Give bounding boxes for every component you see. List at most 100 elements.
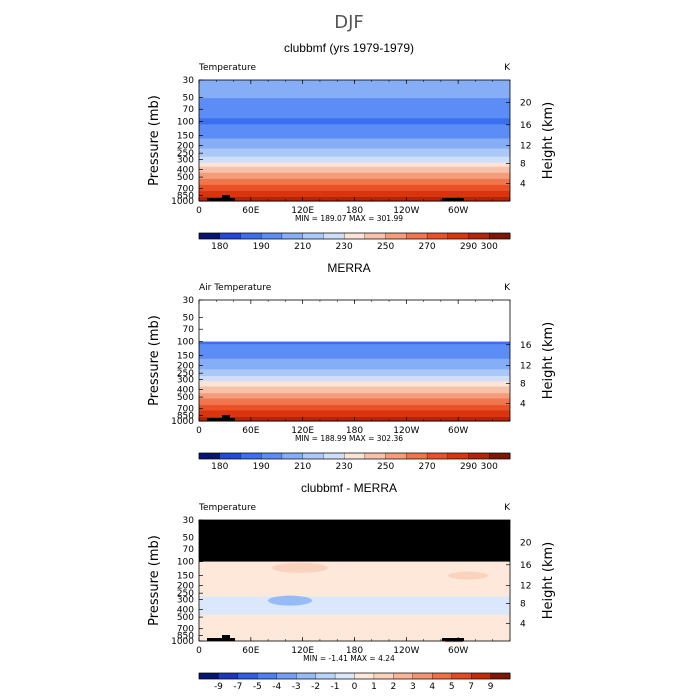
x-tick-label: 120E xyxy=(291,206,314,216)
contour-band xyxy=(199,578,510,582)
y-tick-label: 850 xyxy=(177,191,194,201)
y2-tick-label: 4 xyxy=(520,179,526,189)
contour-band xyxy=(199,592,510,596)
x-tick-label: 180 xyxy=(346,646,363,656)
contour-band xyxy=(199,122,510,125)
colorbar-swatch xyxy=(281,452,304,460)
contour-band xyxy=(199,365,510,368)
contour-band xyxy=(199,373,510,376)
units-label: K xyxy=(504,283,511,293)
contour-band xyxy=(199,407,510,410)
x-tick-label: 180 xyxy=(346,206,363,216)
contour-band xyxy=(199,353,510,356)
colorbar-label: -3 xyxy=(292,682,301,692)
y-tick-label: 700 xyxy=(177,185,194,195)
contour-band xyxy=(199,606,510,610)
colorbar-frame xyxy=(198,452,511,460)
contour-band xyxy=(199,604,510,608)
x-tick-label: 0 xyxy=(196,426,202,436)
contour-band xyxy=(199,164,510,168)
variable-label: Air Temperature xyxy=(199,283,272,293)
y2-tick-label: 8 xyxy=(520,379,526,389)
colorbar-label: 270 xyxy=(418,242,435,252)
y-tick-label: 250 xyxy=(177,369,194,379)
y-tick-label: 300 xyxy=(177,375,194,385)
colorbar-swatch xyxy=(198,232,221,240)
colorbar-swatch xyxy=(432,672,453,680)
contour-band xyxy=(199,620,510,624)
contour-band xyxy=(199,382,510,385)
colorbar-swatch xyxy=(412,672,433,680)
contour-band xyxy=(199,387,510,390)
contour-band xyxy=(199,345,510,348)
colorbar-swatch xyxy=(385,452,407,460)
contour-band xyxy=(199,393,510,396)
y-tick-label: 1000 xyxy=(171,197,194,207)
contour-band xyxy=(199,596,510,600)
y-tick-label: 500 xyxy=(177,173,194,183)
panel-title: clubbmf - MERRA xyxy=(301,481,397,495)
contour-band xyxy=(199,346,510,349)
y-axis-label: Pressure (mb) xyxy=(147,535,162,626)
contour-band xyxy=(199,116,510,119)
contour-band xyxy=(199,130,510,134)
contour-band xyxy=(199,390,510,393)
colorbar-label: 4 xyxy=(429,682,435,692)
colorbar-swatch xyxy=(468,452,490,460)
y-axis-label: Pressure (mb) xyxy=(147,315,162,406)
colorbar-label: 300 xyxy=(481,242,498,252)
contour-band xyxy=(199,344,510,347)
y-tick-label: 1000 xyxy=(171,637,194,647)
x-tick-label: 120W xyxy=(393,646,419,656)
contour-band xyxy=(199,398,510,401)
colorbar-label: 0 xyxy=(352,682,358,692)
contour-band xyxy=(199,350,510,353)
colorbar-label: 300 xyxy=(481,462,498,472)
contour-band xyxy=(199,610,510,614)
colorbar-label: 290 xyxy=(460,462,477,472)
contour-band xyxy=(199,377,510,380)
colorbar-label: 290 xyxy=(460,242,477,252)
contour-band xyxy=(199,630,510,634)
contour-band xyxy=(199,372,510,374)
units-label: K xyxy=(504,503,511,513)
colorbar-label: 210 xyxy=(294,242,311,252)
contour-band xyxy=(199,401,510,404)
contour-band xyxy=(199,154,510,158)
colorbar-label: 9 xyxy=(488,682,494,692)
y-tick-label: 850 xyxy=(177,411,194,421)
min-max-stats: MIN = 188.99 MAX = 302.36 xyxy=(295,434,403,443)
contour-band xyxy=(199,414,510,417)
contour-band xyxy=(199,158,510,162)
x-tick-label: 120E xyxy=(291,426,314,436)
contour-band xyxy=(199,152,510,156)
colorbar-swatch xyxy=(343,232,366,240)
min-max-stats: MIN = 189.07 MAX = 301.99 xyxy=(295,214,403,223)
colorbar-swatch xyxy=(219,452,241,460)
contour-band xyxy=(199,570,510,574)
x-tick-label: 0 xyxy=(196,646,202,656)
y2-axis-label: Height (km) xyxy=(541,322,556,399)
x-tick-label: 60W xyxy=(448,646,468,656)
contour-band xyxy=(199,190,510,194)
contour-band xyxy=(199,168,510,172)
panel-2: MERRA Air Temperature K 0 60E 120E 180 120W 60W 3… xyxy=(147,261,556,472)
y-tick-label: 70 xyxy=(183,325,195,335)
contour-band xyxy=(199,178,510,182)
colorbar-swatch xyxy=(489,452,511,460)
colorbar-label: -1 xyxy=(331,682,340,692)
colorbar-swatch xyxy=(364,452,387,460)
contour-band xyxy=(199,618,510,622)
contour-band xyxy=(199,413,510,415)
panel-title: clubbmf (yrs 1979-1979) xyxy=(284,41,414,55)
contour-band xyxy=(199,110,510,113)
x-tick-label: 60W xyxy=(448,206,468,216)
contour-band xyxy=(199,362,510,365)
contour-band xyxy=(199,560,510,563)
colorbar-swatch xyxy=(385,232,407,240)
colorbar-swatch xyxy=(489,232,511,240)
y-tick-label: 150 xyxy=(177,132,194,142)
contour-band xyxy=(199,415,510,418)
contour-band xyxy=(199,180,510,184)
y-tick-label: 70 xyxy=(183,105,195,115)
